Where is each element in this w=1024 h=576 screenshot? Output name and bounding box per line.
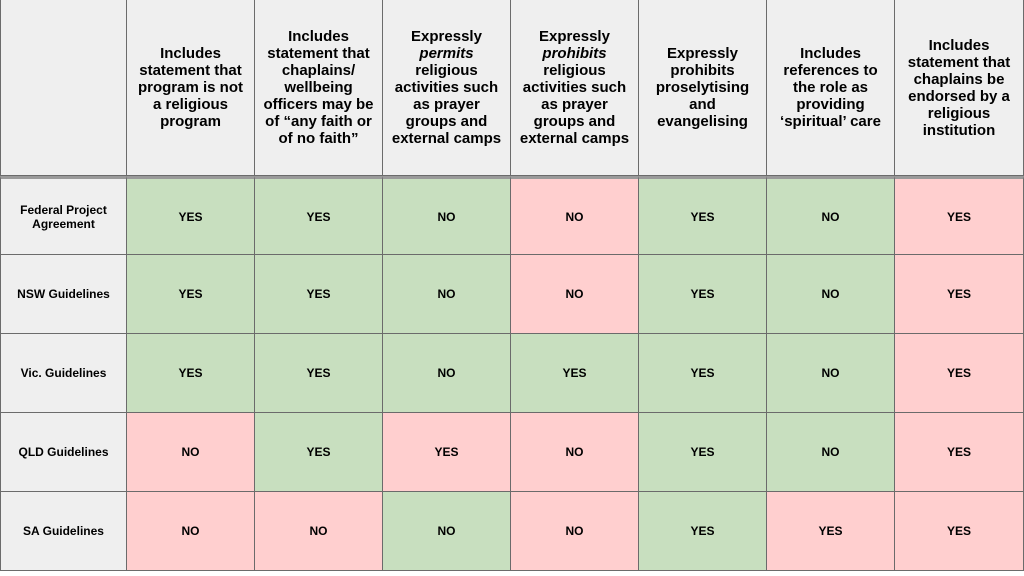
row-label: Vic. Guidelines — [0, 334, 127, 413]
table-cell: NO — [383, 334, 511, 413]
row-label: QLD Guidelines — [0, 413, 127, 492]
column-header: Includes statement that program is not a… — [127, 0, 255, 176]
table-cell: YES — [767, 492, 895, 571]
table-cell: YES — [639, 255, 767, 334]
table-cell: YES — [383, 413, 511, 492]
table-cell: NO — [383, 492, 511, 571]
table-cell: NO — [511, 413, 639, 492]
table-cell: NO — [511, 255, 639, 334]
table-cell: YES — [639, 492, 767, 571]
table-cell: NO — [511, 176, 639, 255]
table-cell: NO — [767, 413, 895, 492]
table-cell: YES — [255, 176, 383, 255]
table-cell: NO — [127, 413, 255, 492]
table-cell: YES — [895, 492, 1024, 571]
table-cell: YES — [895, 176, 1024, 255]
table-cell: NO — [127, 492, 255, 571]
table-cell: YES — [127, 176, 255, 255]
table-cell: NO — [767, 176, 895, 255]
column-header: Includes statement that chaplains be end… — [895, 0, 1024, 176]
table-cell: NO — [767, 334, 895, 413]
row-label: Federal Project Agreement — [0, 176, 127, 255]
table-cell: YES — [255, 413, 383, 492]
table-cell: YES — [255, 255, 383, 334]
table-cell: NO — [767, 255, 895, 334]
table-cell: NO — [255, 492, 383, 571]
table-cell: NO — [511, 492, 639, 571]
table-cell: YES — [127, 255, 255, 334]
table-corner-cell — [0, 0, 127, 176]
table-cell: YES — [127, 334, 255, 413]
column-header: Expressly prohibits religious activities… — [511, 0, 639, 176]
table-cell: NO — [383, 176, 511, 255]
row-label: SA Guidelines — [0, 492, 127, 571]
column-header: Includes statement that chaplains/ wellb… — [255, 0, 383, 176]
column-header: Expressly permits religious activities s… — [383, 0, 511, 176]
table-cell: YES — [639, 334, 767, 413]
table-cell: YES — [639, 176, 767, 255]
table-cell: YES — [639, 413, 767, 492]
table-cell: YES — [255, 334, 383, 413]
table-cell: YES — [895, 255, 1024, 334]
table-cell: NO — [383, 255, 511, 334]
table-cell: YES — [895, 334, 1024, 413]
row-label: NSW Guidelines — [0, 255, 127, 334]
column-header: Expressly prohibits proselytising and ev… — [639, 0, 767, 176]
table-cell: YES — [895, 413, 1024, 492]
column-header: Includes references to the role as provi… — [767, 0, 895, 176]
table-cell: YES — [511, 334, 639, 413]
